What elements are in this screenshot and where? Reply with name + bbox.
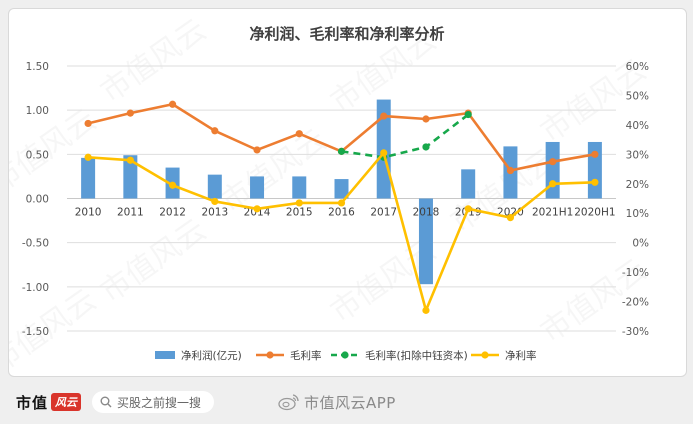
series-point	[168, 100, 177, 108]
legend-marker	[341, 351, 349, 359]
category-label: 2017	[370, 207, 397, 219]
bar	[587, 141, 602, 199]
brand-text: 市值	[16, 393, 49, 412]
left-tick-label: -0.50	[22, 238, 49, 250]
series-point	[422, 115, 430, 123]
bar	[250, 176, 265, 199]
series-point	[549, 158, 557, 166]
series-point	[506, 166, 515, 175]
legend-label: 毛利率(扣除中钰资本)	[365, 349, 468, 362]
series-point	[464, 205, 472, 213]
category-labels: 2010 2011 2012 2013 2014 2015 2016 2017 2018 2019…	[75, 207, 616, 219]
weibo-watermark: 市值风云APP	[278, 390, 396, 414]
chart-title: 净利润、毛利率和净利率分析	[249, 25, 444, 43]
series-point	[253, 146, 261, 154]
search-icon	[100, 396, 112, 408]
right-tick-label: 50%	[626, 90, 649, 102]
right-tick-label: 10%	[626, 208, 649, 220]
category-label: 2012	[159, 207, 186, 219]
series-point	[422, 143, 430, 151]
series-point	[506, 214, 515, 222]
left-axis-tick-labels: 1.50 1.00 0.50 0.00 -0.50 -1.00 -1.50	[22, 61, 49, 338]
left-tick-label: 1.50	[26, 61, 49, 73]
series-point	[337, 147, 346, 155]
category-label: 2021H1	[532, 207, 573, 219]
series-point	[380, 112, 388, 120]
right-tick-label: -30%	[622, 326, 649, 338]
brand-badge: 风云	[51, 393, 82, 411]
bar	[461, 169, 476, 199]
series-point	[295, 199, 303, 207]
series-point	[464, 110, 472, 119]
right-tick-label: 60%	[626, 61, 649, 73]
bar	[207, 174, 222, 199]
series-point	[84, 119, 92, 128]
bar	[376, 99, 391, 199]
bar-series	[81, 99, 602, 285]
series-point	[211, 197, 219, 206]
series-point	[211, 127, 219, 135]
series-point	[380, 149, 388, 157]
category-label: 2016	[328, 207, 355, 219]
left-tick-label: -1.00	[22, 282, 49, 294]
series-point	[591, 178, 599, 186]
bar	[81, 157, 96, 199]
series-point	[84, 153, 92, 161]
category-label: 2015	[286, 207, 313, 219]
bar	[545, 141, 560, 199]
category-label: 2018	[413, 207, 440, 219]
series-point	[295, 130, 303, 138]
left-tick-label: 1.00	[26, 105, 49, 117]
right-tick-label: -10%	[622, 267, 649, 279]
watermark-text: 市值风云	[94, 12, 212, 109]
series-point	[253, 205, 261, 213]
series-point	[126, 109, 134, 117]
bar	[334, 179, 349, 199]
watermark-text: 市值风云	[94, 212, 212, 309]
category-label: 2013	[201, 207, 228, 219]
right-axis-tick-labels: 60% 50% 40% 30% 20% 10% 0% -10% -20% -30%	[622, 61, 649, 338]
category-label: 2014	[244, 207, 271, 219]
legend-swatch	[155, 351, 175, 359]
right-tick-label: 0%	[632, 238, 649, 250]
legend-label: 毛利率	[290, 349, 322, 362]
legend-label: 净利率	[505, 349, 537, 362]
bar	[418, 198, 433, 285]
category-label: 2010	[75, 207, 102, 219]
chart-card: 市值风云市值风云市值风云市值风云市值风云市值风云市值风云市值风云市值风云市值风云…	[8, 8, 687, 377]
search-bar[interactable]: 买股之前搜一搜	[92, 391, 214, 413]
legend-marker	[481, 351, 489, 359]
category-label: 2011	[117, 207, 144, 219]
weibo-icon	[278, 394, 299, 411]
bar	[123, 155, 138, 199]
combo-chart: 市值风云市值风云市值风云市值风云市值风云市值风云市值风云市值风云市值风云市值风云…	[22, 12, 649, 362]
series-point	[337, 199, 346, 207]
right-tick-label: 40%	[626, 120, 649, 132]
legend-label: 净利润(亿元)	[181, 349, 242, 362]
series-point	[126, 156, 134, 164]
brand-logo: 市值 风云	[16, 392, 82, 412]
series-line	[341, 113, 469, 159]
category-label: 2020H1	[574, 207, 615, 219]
series-point	[591, 150, 599, 158]
legend-marker	[266, 351, 274, 359]
right-tick-label: -20%	[622, 297, 649, 309]
left-tick-label: 0.00	[26, 194, 49, 206]
series-point	[168, 181, 177, 189]
weibo-text: 市值风云APP	[304, 393, 396, 412]
right-tick-label: 30%	[626, 149, 649, 161]
bar	[292, 176, 307, 199]
series-point	[549, 180, 557, 188]
footer-bar: 市值 风云 买股之前搜一搜 市值风云APP	[0, 380, 693, 424]
left-tick-label: -1.50	[22, 326, 49, 338]
left-tick-label: 0.50	[26, 149, 49, 161]
search-placeholder: 买股之前搜一搜	[117, 395, 202, 410]
line-series	[84, 100, 599, 314]
legend: 净利润(亿元) 毛利率 毛利率(扣除中钰资本) 净利率	[155, 349, 537, 362]
right-tick-label: 20%	[626, 179, 649, 191]
series-point	[422, 306, 430, 314]
